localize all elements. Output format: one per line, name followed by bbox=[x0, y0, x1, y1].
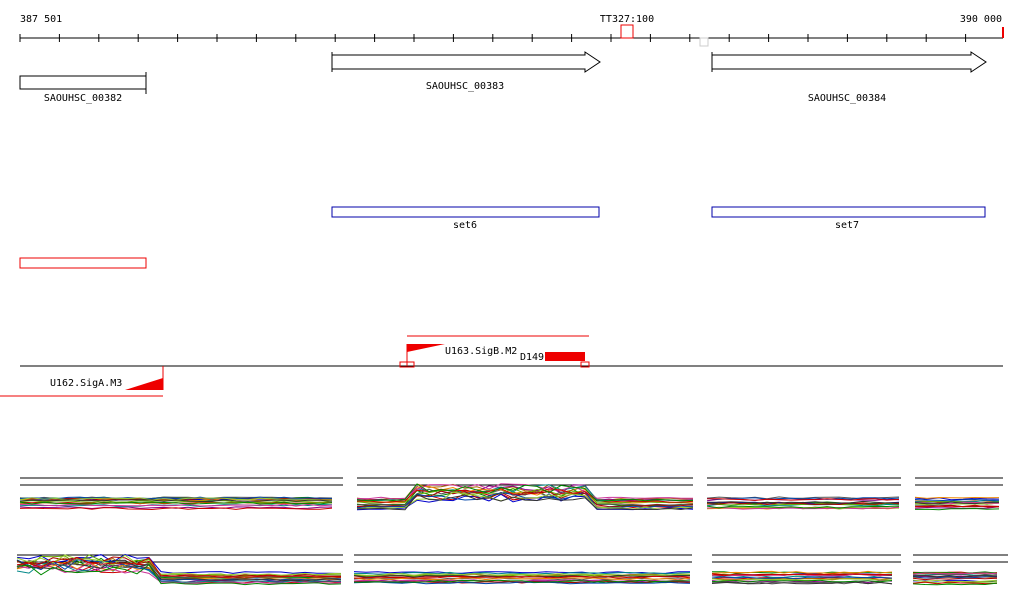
expression-trace bbox=[707, 500, 900, 504]
expression-trace bbox=[357, 483, 693, 500]
expression-trace bbox=[914, 501, 999, 505]
site-flag bbox=[125, 378, 163, 390]
expression-trace bbox=[711, 570, 893, 574]
set-box bbox=[331, 206, 600, 218]
expression-trace bbox=[356, 483, 694, 502]
expression-trace bbox=[353, 579, 691, 583]
site-block bbox=[545, 352, 585, 361]
site-label: U162.SigA.M3 bbox=[50, 378, 122, 389]
expression-trace bbox=[19, 499, 333, 502]
expression-trace bbox=[19, 503, 333, 507]
expression-trace bbox=[707, 502, 900, 506]
terminator-marker bbox=[620, 24, 634, 39]
ruler-end: 390 000 bbox=[960, 14, 1002, 25]
set-label: set7 bbox=[835, 220, 859, 231]
expression-trace bbox=[19, 501, 333, 505]
expression-trace bbox=[711, 579, 893, 583]
expression-trace bbox=[356, 488, 694, 503]
expression-trace bbox=[706, 505, 900, 509]
expression-trace bbox=[356, 487, 694, 504]
gene-label: SAOUHSC_00382 bbox=[44, 93, 122, 104]
region-box bbox=[19, 257, 147, 269]
expression-trace bbox=[711, 581, 893, 585]
gene-arrow bbox=[711, 51, 987, 73]
expression-trace bbox=[706, 497, 900, 500]
expression-trace bbox=[912, 582, 998, 586]
expression-trace bbox=[711, 573, 893, 577]
expression-trace bbox=[16, 559, 342, 581]
expression-trace bbox=[353, 575, 691, 579]
expression-trace bbox=[356, 490, 694, 509]
expression-trace bbox=[16, 562, 342, 583]
ruler-gap bbox=[699, 37, 709, 47]
expression-trace bbox=[711, 578, 893, 582]
gene-box bbox=[19, 75, 147, 90]
set-label: set6 bbox=[453, 220, 477, 231]
expression-trace bbox=[914, 498, 1000, 502]
expression-trace bbox=[912, 581, 998, 585]
expression-trace bbox=[19, 500, 333, 504]
expression-trace bbox=[914, 497, 1000, 501]
site-flag bbox=[407, 344, 445, 352]
gene-label: SAOUHSC_00383 bbox=[426, 81, 504, 92]
expression-trace bbox=[912, 579, 998, 583]
expression-trace bbox=[16, 554, 342, 576]
expression-trace bbox=[912, 576, 998, 579]
expression-trace bbox=[914, 496, 1000, 499]
expression-trace bbox=[914, 504, 1000, 508]
expression-trace bbox=[19, 496, 333, 500]
site-label: U163.SigB.M2 bbox=[445, 346, 517, 357]
expression-trace bbox=[912, 575, 998, 578]
expression-trace bbox=[353, 573, 690, 577]
expression-trace bbox=[914, 502, 1000, 506]
expression-trace bbox=[356, 491, 694, 510]
gene-arrow bbox=[331, 51, 601, 73]
site-end bbox=[399, 361, 415, 368]
expression-trace bbox=[707, 498, 900, 501]
expression-trace bbox=[19, 507, 333, 511]
expression-tracks bbox=[16, 477, 1008, 586]
site-end bbox=[580, 361, 590, 368]
expression-trace bbox=[912, 572, 998, 575]
ruler-start: 387 501 bbox=[20, 14, 62, 25]
expression-trace bbox=[16, 556, 342, 578]
expression-trace bbox=[16, 559, 342, 582]
expression-trace bbox=[356, 494, 694, 511]
expression-trace bbox=[914, 507, 1000, 511]
ruler-marker-label: TT327:100 bbox=[600, 14, 654, 25]
gene-label: SAOUHSC_00384 bbox=[808, 93, 886, 104]
site-label: D149 bbox=[520, 352, 544, 363]
expression-trace bbox=[711, 576, 893, 580]
set-box bbox=[711, 206, 986, 218]
expression-trace bbox=[706, 506, 900, 510]
expression-trace bbox=[356, 488, 694, 506]
expression-trace bbox=[914, 504, 1000, 508]
expression-trace bbox=[912, 577, 998, 581]
expression-trace bbox=[353, 571, 691, 575]
expression-trace bbox=[16, 564, 342, 586]
expression-trace bbox=[912, 571, 998, 574]
ruler-ticks bbox=[19, 34, 967, 42]
expression-trace bbox=[914, 506, 1000, 509]
